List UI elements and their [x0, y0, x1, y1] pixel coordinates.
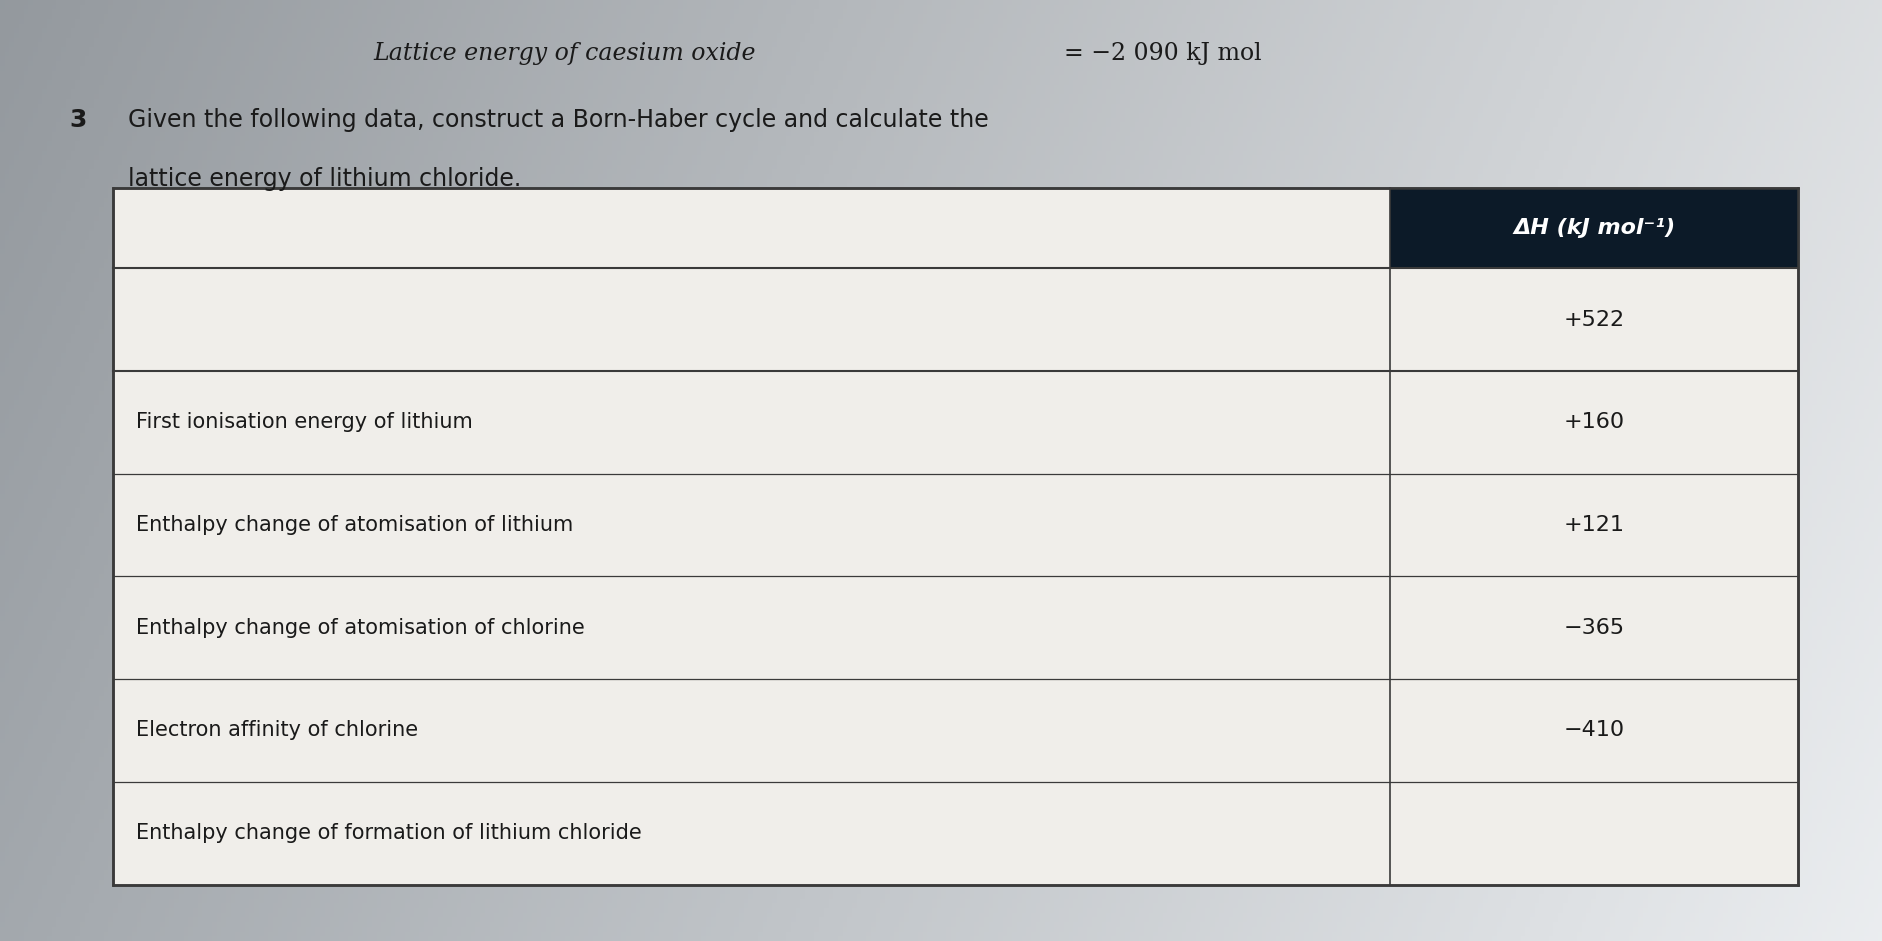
Text: −410: −410	[1562, 721, 1624, 741]
Text: First ionisation energy of lithium: First ionisation energy of lithium	[136, 412, 472, 432]
Text: Lattice energy of caesium oxide: Lattice energy of caesium oxide	[373, 42, 757, 65]
Text: Enthalpy change of atomisation of lithium: Enthalpy change of atomisation of lithiu…	[136, 515, 572, 535]
Text: = −2 090 kJ mol: = −2 090 kJ mol	[1063, 42, 1261, 65]
Bar	[113, 188, 1797, 885]
Text: ΔH (kJ mol⁻¹): ΔH (kJ mol⁻¹)	[1513, 218, 1675, 238]
Text: +522: +522	[1562, 310, 1624, 329]
Text: Enthalpy change of formation of lithium chloride: Enthalpy change of formation of lithium …	[136, 823, 642, 843]
Text: lattice energy of lithium chloride.: lattice energy of lithium chloride.	[128, 167, 521, 191]
Text: 3: 3	[70, 108, 87, 133]
Text: −365: −365	[1562, 617, 1624, 638]
Text: +160: +160	[1562, 412, 1624, 432]
Text: Enthalpy change of atomisation of chlorine: Enthalpy change of atomisation of chlori…	[136, 617, 583, 638]
Text: Given the following data, construct a Born-Haber cycle and calculate the: Given the following data, construct a Bo…	[128, 108, 988, 133]
Text: +121: +121	[1564, 515, 1624, 535]
Bar	[1389, 188, 1797, 268]
Text: Electron affinity of chlorine: Electron affinity of chlorine	[136, 721, 418, 741]
